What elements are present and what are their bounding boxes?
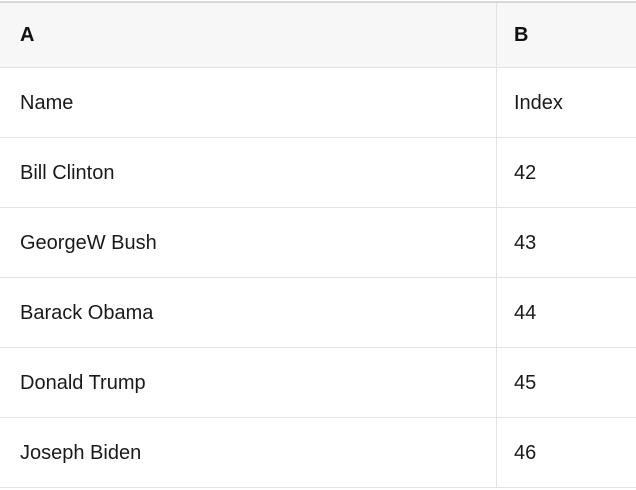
- cell-index-1[interactable]: 42: [514, 161, 537, 184]
- cell-name-4[interactable]: Donald Trump: [0, 348, 497, 417]
- column-header-row: A B: [0, 3, 636, 68]
- column-header-a[interactable]: A: [0, 3, 497, 67]
- cell-index-2[interactable]: 43: [514, 231, 537, 254]
- table-row: Name Index: [0, 68, 636, 138]
- cell-name-2[interactable]: GeorgeW Bush: [0, 208, 497, 277]
- cell-index-3[interactable]: 44: [514, 301, 537, 324]
- table-row: Bill Clinton 42: [0, 138, 636, 208]
- table-row: Barack Obama 44: [0, 278, 636, 348]
- cell-name-3[interactable]: Barack Obama: [0, 278, 497, 347]
- cell-index-4[interactable]: 45: [514, 371, 537, 394]
- table-row: Joseph Biden 46: [0, 418, 636, 488]
- table-row: Donald Trump 45: [0, 348, 636, 418]
- cell-name-header[interactable]: Name: [0, 68, 497, 137]
- cell-index-header[interactable]: Index: [514, 91, 563, 114]
- cell-index-5[interactable]: 46: [514, 441, 537, 464]
- cell-name-5[interactable]: Joseph Biden: [0, 418, 497, 487]
- column-header-b[interactable]: B: [514, 24, 529, 46]
- table-row: GeorgeW Bush 43: [0, 208, 636, 278]
- cell-name-1[interactable]: Bill Clinton: [0, 138, 497, 207]
